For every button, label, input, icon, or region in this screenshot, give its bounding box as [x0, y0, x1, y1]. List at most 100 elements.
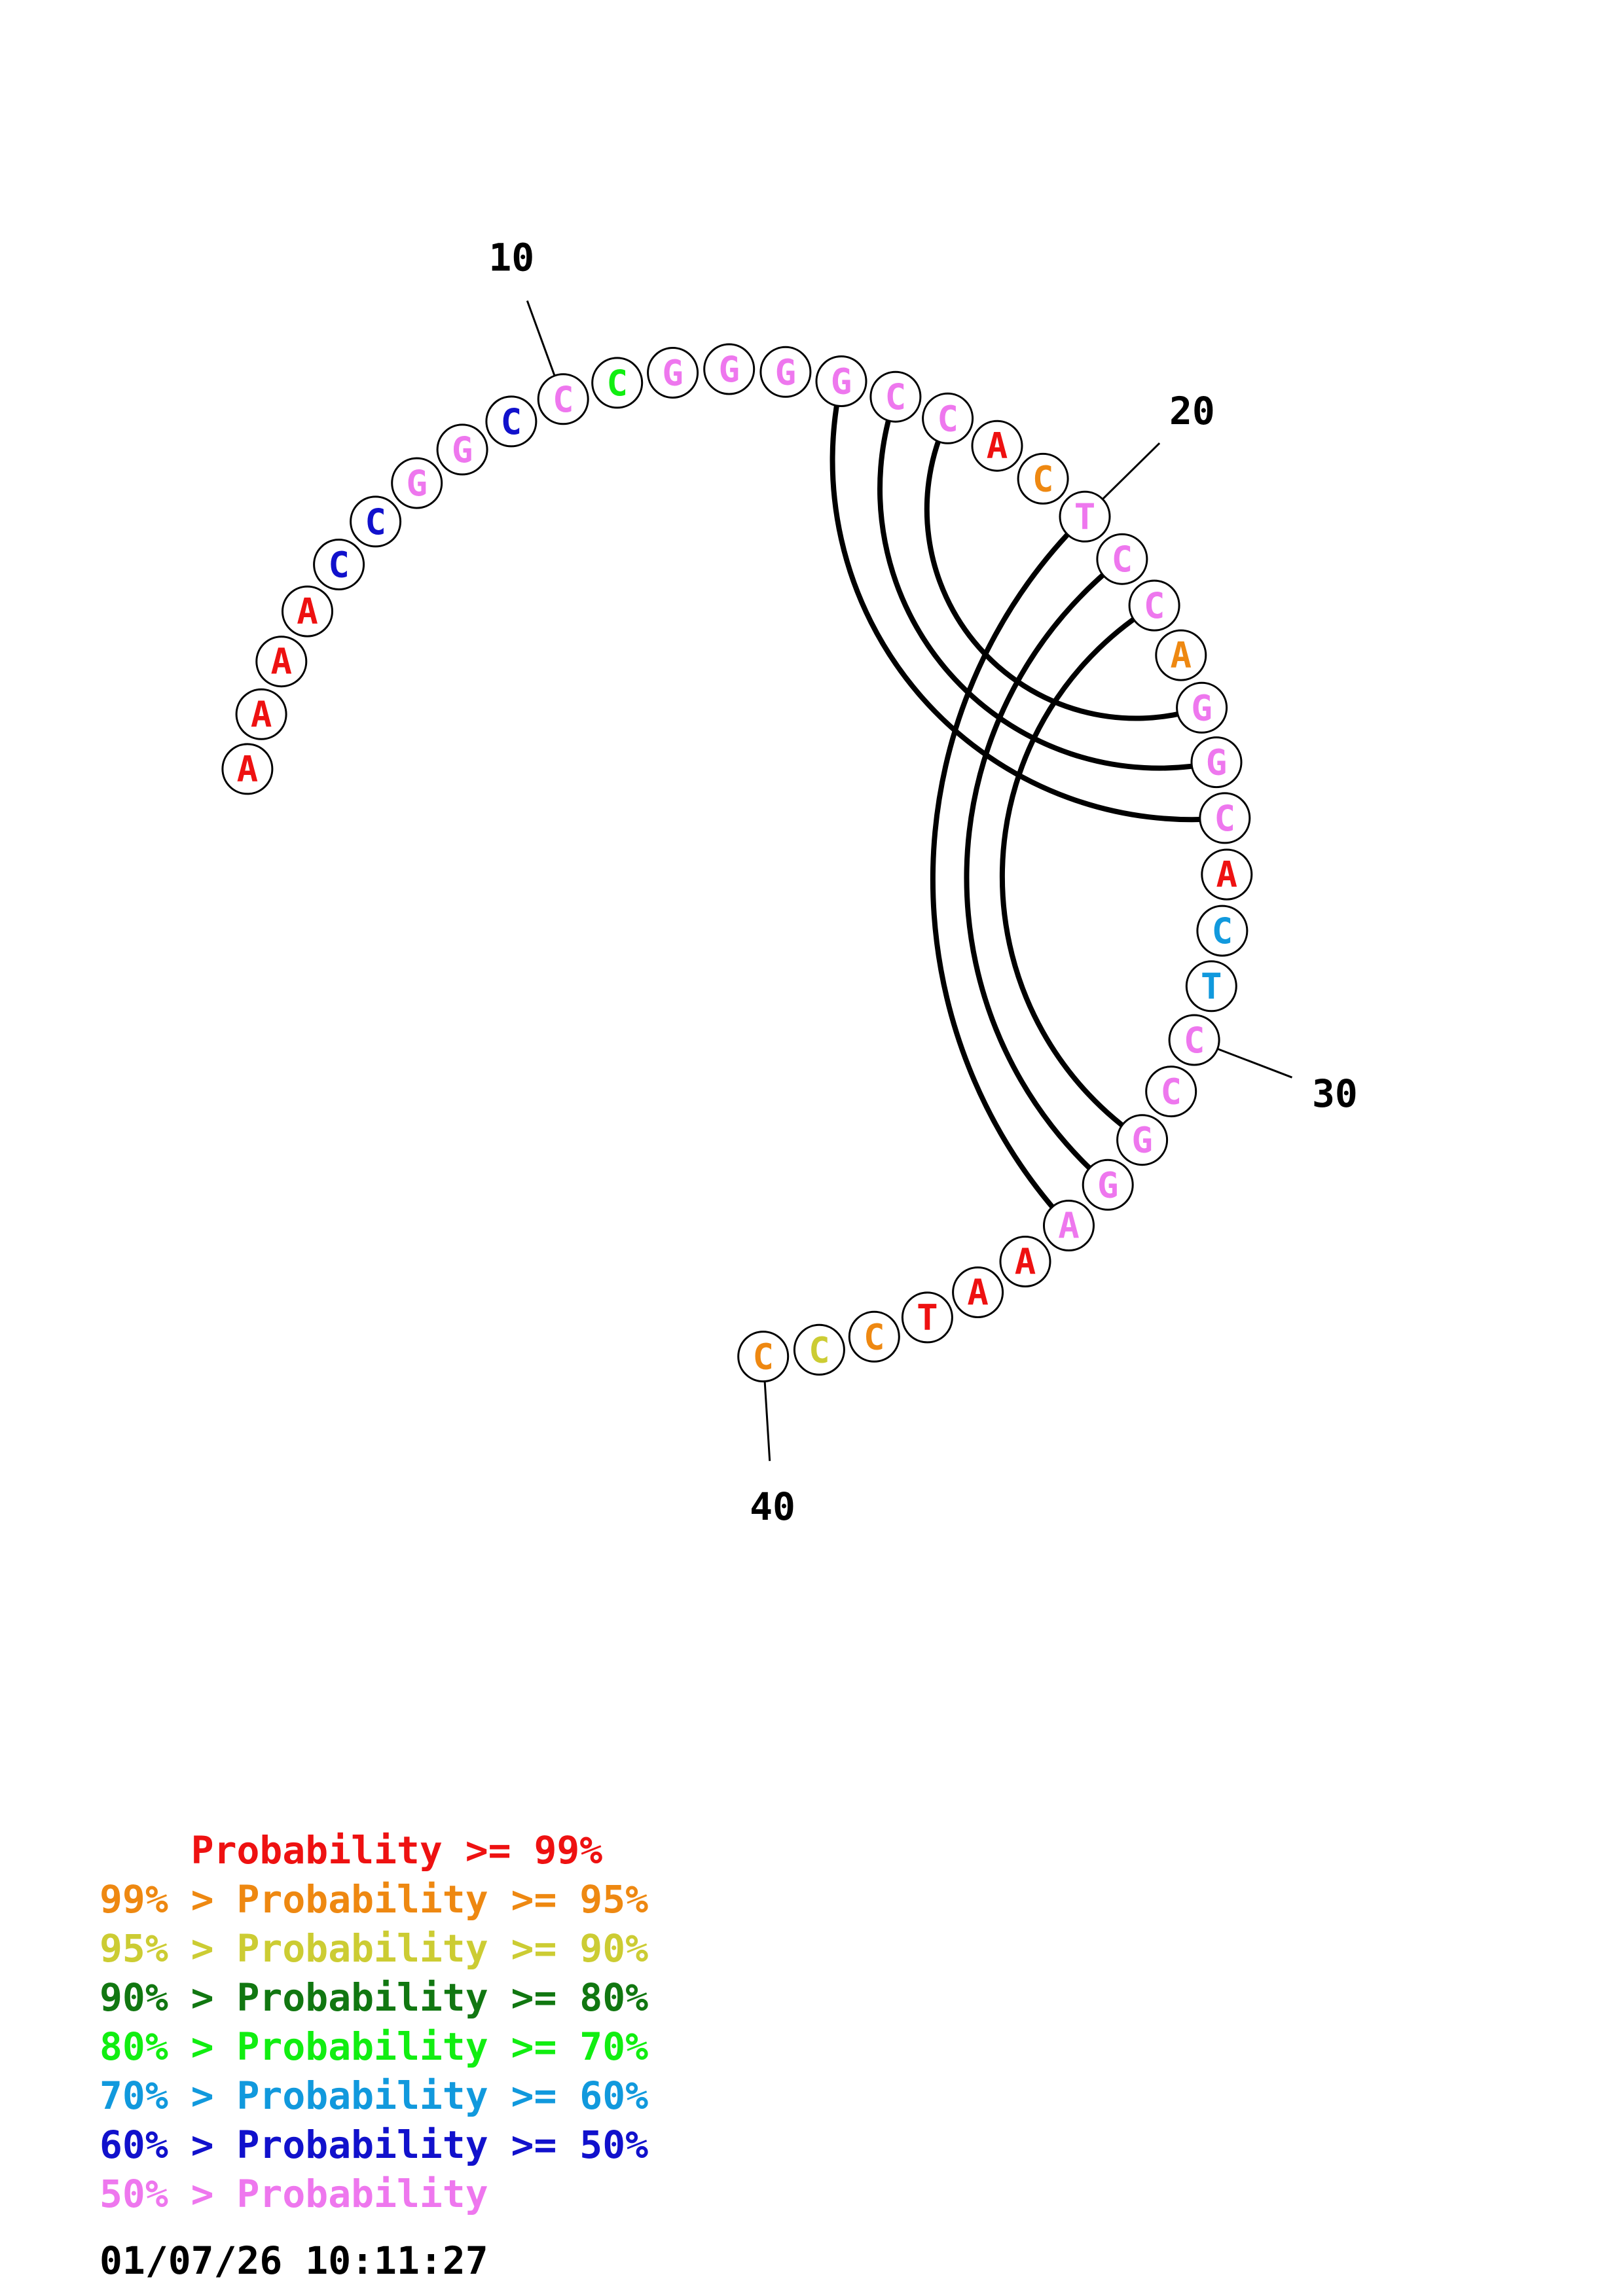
nucleotide-circle [591, 357, 644, 409]
nucleotide-circle [1176, 681, 1228, 734]
nucleotide-base: G [775, 351, 797, 393]
nucleotide-circle [1096, 533, 1148, 585]
nucleotide-node: G [1190, 736, 1243, 789]
tick-label-30: 30 [1312, 1071, 1358, 1116]
nucleotide-circle [848, 1310, 900, 1363]
pair-arc-21-33 [964, 557, 1124, 1187]
nucleotide-base: G [831, 361, 852, 403]
timestamp: 01/07/26 10:11:27 [100, 2238, 488, 2283]
nucleotide-circle [952, 1266, 1004, 1318]
nucleotide-node: A [1155, 629, 1207, 681]
nucleotide-circle [1201, 848, 1253, 901]
nucleotide-node: C [485, 395, 538, 448]
nucleotide-circle [1059, 490, 1111, 543]
nucleotide-base: A [987, 425, 1008, 467]
nucleotide-circle [1145, 1066, 1197, 1118]
nucleotide-base: C [1144, 585, 1165, 626]
nucleotide-base: T [1074, 496, 1096, 537]
nucleotide-base: C [1112, 539, 1133, 580]
nucleotide-node: A [255, 636, 308, 688]
nucleotide-circle [922, 392, 974, 444]
nucleotide-base: C [501, 401, 522, 442]
nucleotide-node: G [1116, 1114, 1169, 1166]
nucleotide-circle [391, 457, 443, 509]
nucleotide-node: A [952, 1266, 1004, 1318]
pair-arc-15-26 [830, 380, 1226, 823]
nucleotide-node: C [313, 539, 365, 590]
nucleotide-node: T [901, 1291, 953, 1344]
tick-line-30 [1217, 1048, 1293, 1079]
nucleotide-node: G [1176, 681, 1228, 734]
nucleotide-node: T [1059, 490, 1111, 543]
nucleotide-circle [703, 343, 756, 395]
nucleotide-circle [221, 743, 274, 795]
tick-line-40 [763, 1381, 771, 1462]
nucleotide-circle [737, 1331, 790, 1383]
nucleotide-base: C [1184, 1020, 1205, 1061]
nucleotide-base: G [1206, 742, 1228, 783]
nucleotide-base: G [718, 349, 740, 390]
position-ticks: 10 20 30 40 [488, 236, 1357, 1529]
tick-line-20 [1102, 442, 1161, 500]
nucleotide-node: A [221, 743, 274, 795]
nucleotide-circle [759, 346, 812, 398]
pair-arc-17-24 [924, 417, 1203, 721]
nucleotide-node: A [1043, 1200, 1095, 1251]
nucleotide-base: G [1191, 687, 1213, 728]
nucleotide-base: A [297, 591, 318, 632]
nucleotide-node: G [647, 347, 699, 399]
nucleotide-base: C [752, 1336, 774, 1378]
nucleotide-base: A [237, 749, 259, 790]
nucleotide-circle [793, 1323, 845, 1376]
nucleotide-base: T [1201, 966, 1222, 1007]
nucleotide-node: G [1082, 1158, 1134, 1211]
nucleotide-circle [1185, 960, 1237, 1013]
nucleotide-circle [647, 347, 699, 399]
nucleotide-circle [971, 420, 1023, 472]
legend-row: 60% > Probability >= 50% [100, 2123, 649, 2167]
base-pair-arcs [830, 380, 1226, 1228]
legend-row: 90% > Probability >= 80% [100, 1975, 649, 2020]
nucleotide-circle [1128, 579, 1180, 632]
nucleotide-base: A [1015, 1242, 1036, 1283]
nucleotide-circle [815, 355, 867, 407]
nucleotide-node: C [848, 1310, 900, 1363]
nucleotide-node: G [703, 343, 756, 395]
nucleotide-node: C [1017, 452, 1069, 505]
nucleotide-node: C [1196, 905, 1249, 957]
nucleotide-circle [537, 373, 589, 425]
nucleotide-base: C [864, 1316, 885, 1357]
nucleotide-node: C [350, 495, 402, 548]
nucleotide-node: A [1201, 848, 1253, 901]
probability-legend: Probability >= 99% 99% > Probability >= … [100, 1826, 648, 2219]
nucleotide-base: C [553, 379, 574, 420]
tick-label-20: 20 [1169, 389, 1215, 433]
nucleotide-node: C [922, 392, 974, 444]
nucleotide-base: G [1131, 1120, 1153, 1161]
legend-row: 70% > Probability >= 60% [100, 2073, 649, 2118]
nucleotide-base: C [885, 376, 907, 418]
nucleotide-node: C [1145, 1066, 1197, 1118]
nucleotide-node: C [737, 1331, 790, 1383]
nucleotide-base: C [606, 363, 628, 404]
nucleotide-base: A [967, 1272, 989, 1314]
nucleotide-circle [282, 585, 333, 637]
nucleotide-base: A [271, 641, 293, 683]
nucleotide-base: C [1212, 910, 1233, 952]
nucleotide-circle [901, 1291, 953, 1344]
nucleotide-base: C [328, 545, 350, 586]
nucleotide-base: C [1214, 798, 1236, 839]
nucleotide-base: C [809, 1329, 830, 1371]
nucleotide-circle [1190, 736, 1243, 789]
nucleotide-circle [1168, 1014, 1220, 1066]
legend-row: 50% > Probability [100, 2172, 488, 2216]
nucleotide-circle [1196, 905, 1249, 957]
nucleotide-node: A [282, 585, 333, 637]
legend-row: Probability >= 99% [100, 1828, 603, 1873]
nucleotide-base: C [1160, 1071, 1182, 1113]
nucleotide-node: A [999, 1236, 1051, 1287]
tick-label-10: 10 [488, 236, 534, 280]
legend-row: 80% > Probability >= 70% [100, 2024, 649, 2069]
